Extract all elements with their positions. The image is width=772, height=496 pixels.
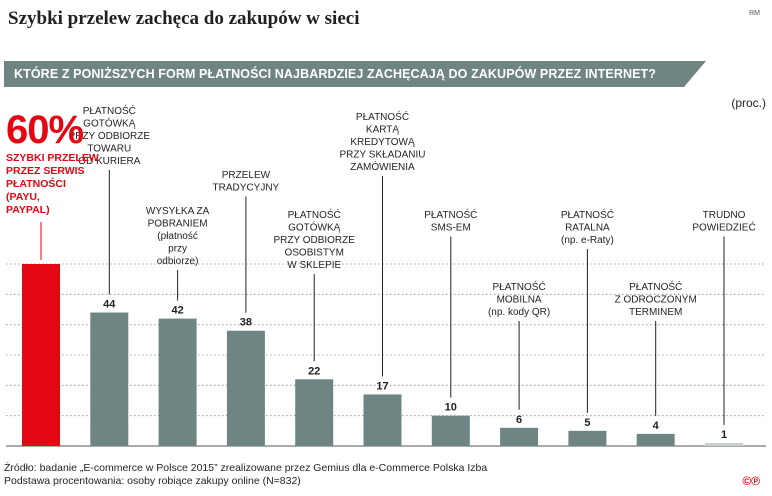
page-title: Szybki przelew zachęca do zakupów w siec…: [8, 8, 360, 29]
category-label: PRZELEW: [222, 170, 271, 181]
data-label: 17: [376, 380, 388, 392]
category-label: POWIEDZIEĆ: [692, 221, 755, 234]
category-label: MOBILNA: [497, 295, 542, 306]
category-label: RATALNA: [565, 223, 610, 234]
bar: [295, 379, 334, 446]
bar: [90, 312, 129, 446]
category-label: PŁATNOŚĆ: [288, 208, 341, 221]
category-label: TRADYCYJNY: [213, 183, 280, 194]
publisher-logo: ©℗: [742, 474, 760, 488]
category-label: OD KURIERA: [78, 156, 141, 167]
category-label: SMS-EM: [431, 223, 471, 234]
banner-tip: [684, 61, 706, 87]
category-label: PŁATNOŚĆ: [493, 280, 546, 293]
bar: [226, 330, 265, 446]
data-label: 1: [721, 429, 727, 441]
question-banner: KTÓRE Z PONIŻSZYCH FORM PŁATNOŚCI NAJBAR…: [4, 61, 684, 87]
category-label: KARTĄ: [366, 125, 399, 136]
bar: [158, 318, 197, 446]
unit-label: (proc.): [731, 96, 766, 110]
category-label: GOTÓWKĄ: [288, 221, 341, 234]
data-label: 6: [516, 414, 522, 426]
data-label: 22: [308, 365, 320, 377]
category-label: TRUDNO: [703, 210, 746, 221]
category-label: Z ODROCZONYM: [615, 295, 697, 306]
category-label: PŁATNOŚĆ: [83, 104, 136, 117]
highlight-label: SZYBKI PRZELEW PRZEZ SERWIS PŁATNOŚCI (P…: [6, 152, 99, 216]
bar: [363, 394, 402, 446]
base-note: Podstawa procentowania: osoby robiące za…: [4, 475, 301, 487]
data-label: 38: [240, 317, 252, 329]
category-label: PŁATNOŚĆ: [424, 208, 477, 221]
category-label: ZAMÓWIENIA: [350, 160, 415, 173]
bar: [636, 433, 675, 446]
category-label: POBRANIEM: [148, 219, 208, 230]
category-label: odbiorze): [157, 256, 199, 267]
data-label: 10: [445, 402, 457, 414]
bar: [22, 264, 60, 446]
category-label: W SKLEPIE: [287, 260, 341, 271]
category-label: przy: [168, 244, 187, 255]
data-label: 42: [171, 305, 183, 317]
category-label: (np. kody QR): [488, 307, 550, 318]
category-label: TOWARU: [87, 144, 131, 155]
category-label: KREDYTOWĄ: [350, 137, 415, 148]
data-label: 5: [584, 417, 590, 429]
category-label: PRZY ODBIORZE: [273, 235, 355, 246]
category-label: TERMINEM: [629, 307, 682, 318]
category-label: GOTÓWKĄ: [83, 117, 136, 130]
data-label: 4: [653, 420, 660, 432]
category-label: PŁATNOŚĆ: [629, 280, 682, 293]
source-note: Źródło: badanie „E-commerce w Polsce 201…: [4, 462, 488, 474]
category-label: PŁATNOŚĆ: [561, 208, 614, 221]
bar: [568, 430, 607, 446]
bar: [431, 415, 470, 446]
category-label: (płatność: [157, 231, 198, 242]
category-label: OSOBISTYM: [284, 248, 343, 259]
category-label: WYSYŁKA ZA: [146, 206, 210, 217]
category-label: PRZY ODBIORZE: [69, 131, 151, 142]
data-label: 44: [103, 299, 116, 311]
category-label: (np. e-Raty): [561, 235, 614, 246]
category-label: PRZY SKŁADANIU: [340, 150, 426, 161]
footer: Źródło: badanie „E-commerce w Polsce 201…: [4, 462, 487, 488]
author-credit: RM: [749, 10, 760, 17]
bar: [500, 427, 539, 446]
category-label: PŁATNOŚĆ: [356, 110, 409, 123]
bar: [705, 442, 743, 446]
highlight-value: 60%: [6, 108, 84, 152]
